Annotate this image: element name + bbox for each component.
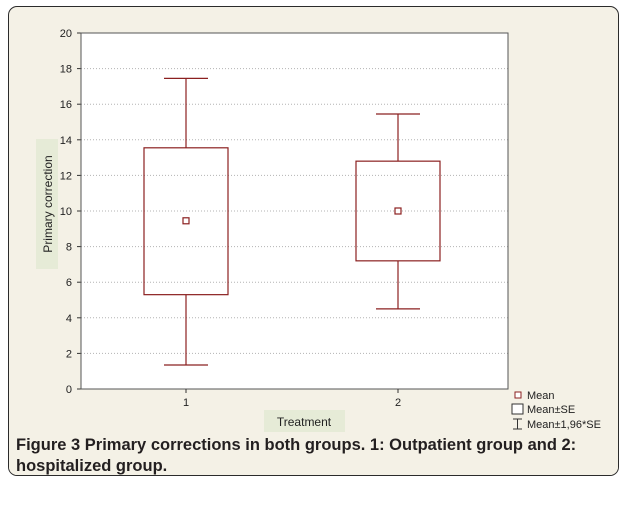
x-tick-label: 2 [395,397,401,409]
x-axis-label: Treatment [277,415,332,429]
y-tick-label: 0 [66,384,72,396]
figure-label: Figure 3 [16,436,81,454]
y-tick-label: 20 [60,28,72,40]
y-tick-label: 14 [60,135,72,147]
y-tick-label: 2 [66,348,72,360]
legend-label: Mean±SE [527,404,575,416]
figure-caption: Figure 3 Primary corrections in both gro… [16,435,606,475]
legend-label: Mean [527,390,555,402]
y-axis-label: Primary correction [41,155,55,252]
y-tick-label: 4 [66,313,72,325]
y-tick-label: 12 [60,170,72,182]
caption-band [9,427,618,475]
y-axis-label-bg [36,139,58,269]
mean-marker [182,217,190,225]
y-tick-label: 10 [60,206,72,218]
plot-border [80,32,509,390]
y-tick-label: 6 [66,277,72,289]
se-box [355,160,441,262]
x-axis-label-bg [264,410,345,432]
legend-box-symbol [511,403,524,415]
y-tick-label: 16 [60,99,72,111]
y-tick-label: 18 [60,64,72,76]
se-box [143,147,229,296]
mean-marker [394,207,402,215]
legend-mean-symbol [514,391,522,399]
figure-caption-text: Primary corrections in both groups. 1: O… [16,436,577,475]
legend-label: Mean±1,96*SE [527,419,601,431]
y-tick-label: 8 [66,242,72,254]
x-tick-label: 1 [183,397,189,409]
